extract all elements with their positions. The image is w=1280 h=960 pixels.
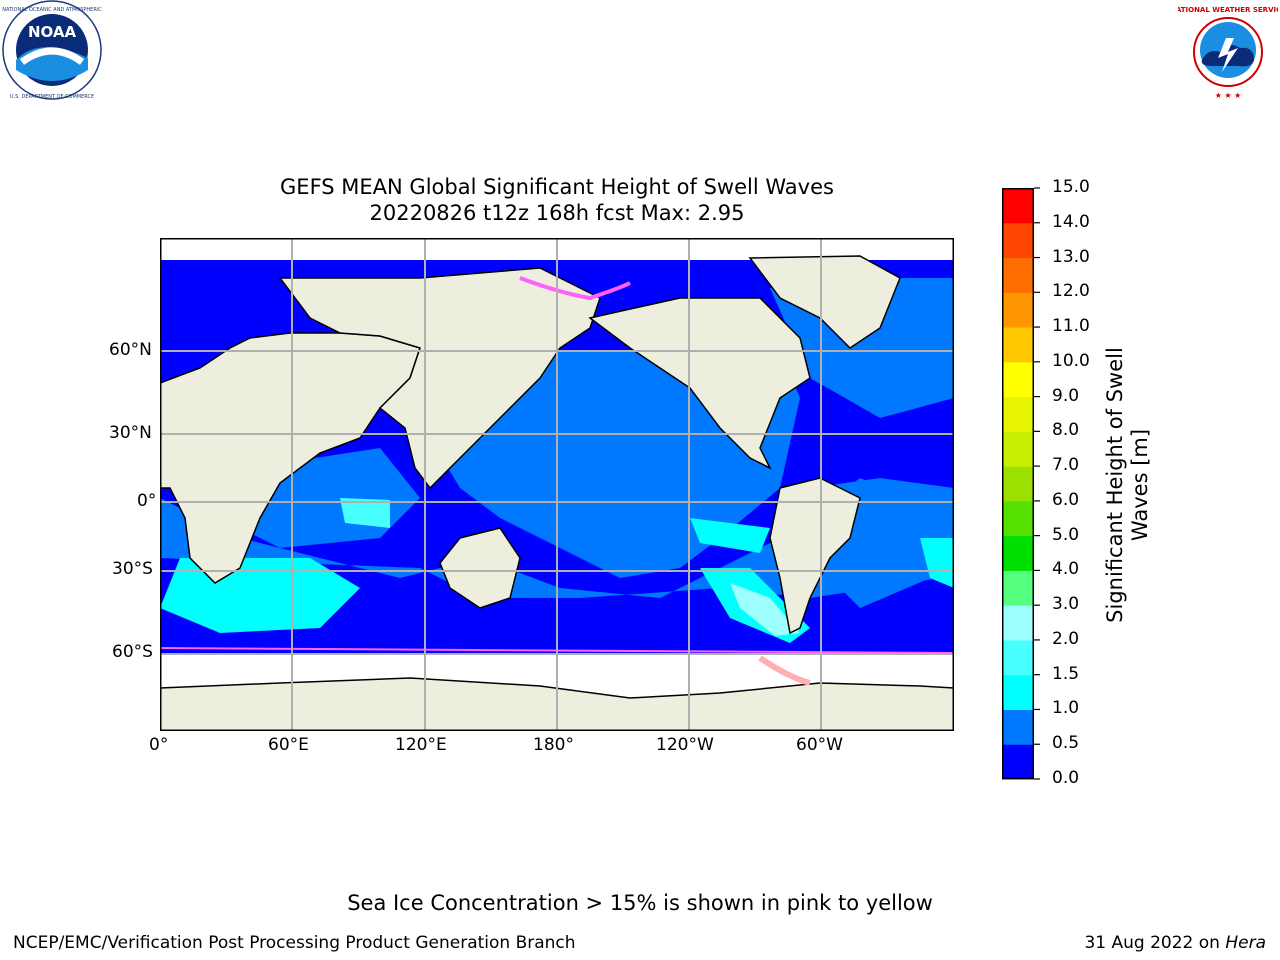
chart-title: GEFS MEAN Global Significant Height of S…: [280, 175, 834, 199]
lat-tick-30s: 30°S: [112, 559, 153, 579]
lon-tick-180: 180°: [533, 735, 574, 755]
lat-tick-0: 0°: [137, 491, 157, 511]
colorbar-segment: [1002, 431, 1034, 467]
colorbar-tick-label: 3.0: [1052, 594, 1080, 615]
lat-tick-60s: 60°S: [112, 642, 153, 662]
lon-tick-120w: 120°W: [656, 735, 714, 755]
colorbar-tick-label: 0.0: [1052, 768, 1080, 788]
swell-band-0.5-1.0-south: [160, 478, 954, 598]
svg-text:NOAA: NOAA: [28, 23, 77, 41]
colorbar-tick-label: 14.0: [1052, 211, 1090, 232]
map-plot: [160, 238, 954, 731]
colorbar-tick-label: 15.0: [1052, 177, 1090, 197]
colorbar-tick-label: 10.0: [1052, 350, 1090, 371]
colorbar-segment: [1002, 188, 1034, 224]
colorbar-tick-label: 11.0: [1052, 316, 1090, 337]
svg-text:★ ★ ★: ★ ★ ★: [1215, 91, 1242, 100]
land-masses: [160, 255, 954, 731]
chart-subtitle: 20220826 t12z 168h fcst Max: 2.95: [369, 201, 745, 225]
colorbar-segment: [1002, 744, 1034, 780]
lon-tick-0: 0°: [149, 735, 169, 755]
colorbar-title: Significant Height of Swell Waves [m]: [1103, 347, 1152, 623]
colorbar-segment: [1002, 222, 1034, 259]
credit-branch: NCEP/EMC/Verification Post Processing Pr…: [13, 933, 576, 953]
swell-band-2.0-3.0-a: [730, 583, 800, 636]
svg-text:U.S. DEPARTMENT OF COMMERCE: U.S. DEPARTMENT OF COMMERCE: [10, 94, 94, 100]
colorbar-segment: [1002, 605, 1034, 641]
colorbar-segment: [1002, 709, 1034, 745]
colorbar-tick-label: 8.0: [1052, 420, 1080, 441]
nws-logo: NATIONAL WEATHER SERVICE ★ ★ ★: [1170, 2, 1280, 106]
colorbar-segment: [1002, 570, 1034, 606]
svg-text:NATIONAL WEATHER SERVICE: NATIONAL WEATHER SERVICE: [1178, 6, 1278, 14]
noaa-logo: NOAA NATIONAL OCEANIC AND ATMOSPHERIC U.…: [0, 0, 104, 108]
swell-band-1.5-2.0-a: [340, 498, 390, 528]
colorbar-segment: [1002, 639, 1034, 676]
colorbar-tick-label: 7.0: [1052, 455, 1080, 476]
swell-band-1.0-1.5-c: [690, 518, 770, 553]
lon-tick-120e: 120°E: [395, 735, 447, 755]
sea-ice-note: Sea Ice Concentration > 15% is shown in …: [347, 891, 933, 915]
svg-text:NATIONAL OCEANIC AND ATMOSPHER: NATIONAL OCEANIC AND ATMOSPHERIC: [2, 7, 102, 13]
colorbar-tick-label: 4.0: [1052, 559, 1080, 580]
colorbar-tick-label: 6.0: [1052, 489, 1080, 510]
lat-tick-30n: 30°N: [109, 423, 152, 443]
colorbar-tick-label: 9.0: [1052, 385, 1080, 406]
colorbar-segment: [1002, 257, 1034, 293]
colorbar-tick-label: 0.5: [1052, 733, 1080, 754]
colorbar-tick-label: 5.0: [1052, 524, 1080, 545]
colorbar-segment: [1002, 466, 1034, 502]
colorbar-tick-label: 1.5: [1052, 663, 1080, 684]
colorbar-segment: [1002, 535, 1034, 571]
colorbar-tick-label: 1.0: [1052, 698, 1080, 719]
colorbar-segment: [1002, 292, 1034, 328]
colorbar-segment: [1002, 396, 1034, 432]
colorbar-tick-label: 13.0: [1052, 246, 1090, 267]
map-frame: [160, 238, 954, 731]
colorbar-tick-label: 12.0: [1052, 281, 1090, 302]
lat-tick-60n: 60°N: [109, 340, 152, 360]
graticule: [160, 238, 954, 731]
colorbar-segment: [1002, 361, 1034, 398]
credit-date: 31 Aug 2022 on Hera: [1084, 933, 1266, 953]
colorbar-tick-label: 2.0: [1052, 628, 1080, 649]
lon-tick-60e: 60°E: [268, 735, 309, 755]
colorbar: [1002, 187, 1040, 780]
swell-band-1.0-1.5-d: [920, 538, 954, 588]
colorbar-segment: [1002, 674, 1034, 710]
colorbar-segment: [1002, 500, 1034, 537]
lon-tick-60w: 60°W: [796, 735, 843, 755]
colorbar-segment: [1002, 327, 1034, 363]
